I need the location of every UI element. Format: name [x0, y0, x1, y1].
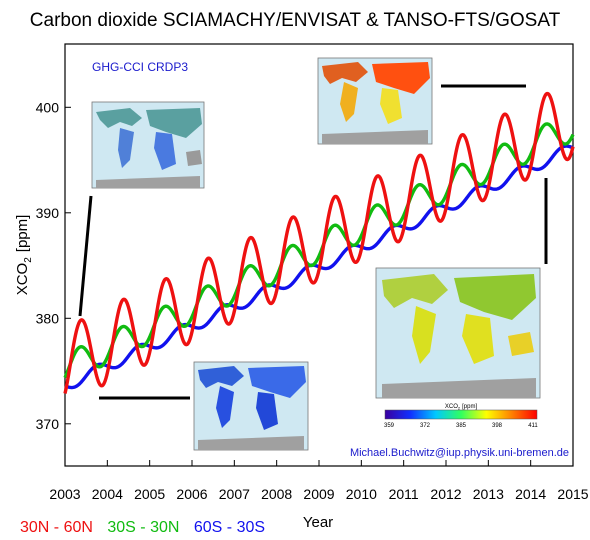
x-tick-label: 2014: [515, 486, 546, 502]
colorbar-tick-label: 385: [456, 423, 467, 429]
product-label: GHG-CCI CRDP3: [92, 60, 188, 74]
map-inset-2003: [91, 101, 205, 189]
series-lines: [63, 91, 575, 394]
y-tick-label: 390: [36, 205, 60, 221]
x-tick-label: 2004: [92, 486, 123, 502]
colorbar-ticks: 359 372 385 398 411: [384, 423, 538, 429]
series-line-30n-60n: [63, 91, 575, 394]
legend: 30N - 60N 30S - 30N 60S - 30S: [20, 519, 265, 536]
y-axis-label-sub: 2: [23, 257, 34, 263]
colorbar-label: XCO2 [ppm]: [445, 404, 478, 411]
y-axis-label-unit: [ppm]: [14, 215, 31, 253]
series-line-30s-30n: [63, 122, 575, 379]
y-tick-label: 380: [36, 310, 60, 326]
colorbar-tick-label: 411: [528, 423, 538, 429]
x-tick-label: 2013: [473, 486, 504, 502]
axis-ticks: 2003 2004 2005 2006 2007 2008 2009 2010 2011 2012…: [36, 99, 589, 502]
map-inset-2014: [375, 267, 541, 399]
x-tick-label: 2008: [261, 486, 292, 502]
colorbar-tick-label: 372: [420, 423, 431, 429]
map-inset-2012: [317, 57, 433, 145]
y-axis-label-main: XCO: [14, 263, 31, 296]
x-tick-label: 2010: [346, 486, 377, 502]
legend-item-60s-30s: 60S - 30S: [194, 519, 265, 536]
colorbar-label-main: XCO: [445, 404, 458, 410]
x-tick-label: 2007: [219, 486, 250, 502]
colorbar-label-sub: 2: [458, 406, 461, 411]
connector-2003: [78, 195, 93, 317]
legend-item-30n-60n: 30N - 60N: [20, 519, 93, 536]
colorbar: [384, 409, 538, 420]
x-axis-label: Year: [303, 514, 333, 531]
y-tick-label: 400: [36, 99, 60, 115]
x-tick-label: 2015: [557, 486, 588, 502]
x-tick-label: 2005: [134, 486, 165, 502]
map-inset-2006: [193, 361, 309, 451]
x-tick-label: 2012: [430, 486, 461, 502]
x-tick-label: 2009: [303, 486, 334, 502]
colorbar-tick-label: 359: [384, 423, 395, 429]
y-axis-label: XCO2 [ppm]: [14, 215, 34, 296]
credit-email: Michael.Buchwitz@iup.physik.uni-bremen.d…: [350, 447, 569, 459]
colorbar-label-unit: [ppm]: [462, 404, 477, 410]
x-tick-label: 2003: [49, 486, 80, 502]
legend-item-30s-30n: 30S - 30N: [107, 519, 179, 536]
chart-title: Carbon dioxide SCIAMACHY/ENVISAT & TANSO…: [30, 10, 561, 31]
colorbar-tick-label: 398: [492, 423, 503, 429]
x-tick-label: 2006: [176, 486, 207, 502]
y-tick-label: 370: [36, 416, 60, 432]
x-tick-label: 2011: [389, 486, 419, 502]
